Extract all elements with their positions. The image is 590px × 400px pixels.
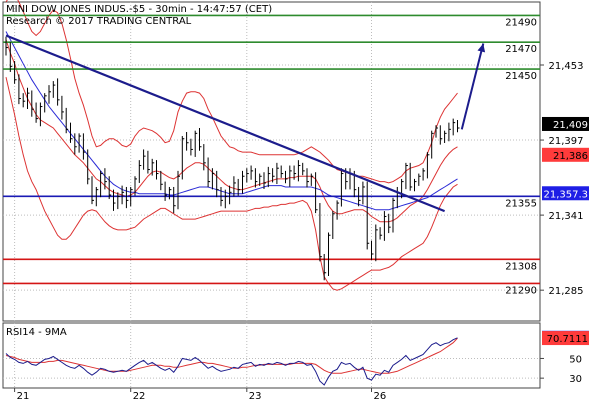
projection-arrow-shaft (460, 43, 485, 130)
price-tag: 21,409 (553, 120, 588, 131)
price-tag: 21,386 (553, 151, 588, 162)
bollinger-bands (5, 0, 458, 291)
bollinger-upper-line (5, 0, 458, 184)
rsi-grid-layer (3, 357, 540, 379)
moving-average (5, 31, 458, 211)
support-resistance-levels: 21490 21470 21450 21355 21308 21290 (3, 14, 540, 296)
x-tick-label: 21 (17, 391, 30, 400)
level-label: 21470 (505, 44, 537, 55)
downtrend-line (5, 34, 446, 213)
y-tick-label: 21,397 (549, 136, 584, 147)
price-tag: 21,357.3 (543, 189, 588, 200)
time-axis: 21 22 23 26 (14, 388, 387, 400)
main-panel-border (2, 1, 541, 322)
rsi-title: RSI14 - 9MA (6, 327, 67, 338)
y-tick-label: 21,285 (549, 286, 584, 297)
price-bars (5, 36, 460, 281)
rsi-series (5, 337, 458, 386)
price-axis: 21,453 21,397 21,341 21,285 50 30 21,409 21,386… (540, 61, 589, 385)
price-tag-bg (542, 186, 589, 201)
x-tick-label: 22 (133, 391, 146, 400)
x-tick-label: 26 (374, 391, 387, 400)
rsi-y-tick-label: 30 (569, 374, 582, 385)
y-tick-label: 21,341 (549, 211, 584, 222)
price-tag-bg (542, 147, 589, 162)
projection-arrow-head (477, 43, 486, 53)
chart-title: MINI DOW JONES INDUS.-$5 - 30min - 14:47… (6, 4, 272, 15)
x-tick-label: 23 (249, 391, 262, 400)
rsi-y-tick-label: 50 (569, 354, 582, 365)
y-tick-label: 21,453 (549, 61, 584, 72)
trendline-layer (5, 34, 486, 213)
rsi-value-tag-bg (542, 331, 589, 346)
level-label: 21355 (505, 198, 537, 209)
level-label: 21290 (505, 285, 537, 296)
rsi-line (5, 337, 458, 386)
level-label: 21450 (505, 71, 537, 82)
chart-source: Research © 2017 TRADING CENTRAL (6, 16, 192, 27)
bollinger-middle-line (5, 39, 458, 223)
rsi-panel-border (2, 322, 541, 389)
level-label: 21490 (505, 17, 537, 28)
price-tag-bg (542, 116, 589, 131)
rsi-value-tag: 70.7111 (547, 334, 588, 345)
main-panel-frame (2, 1, 541, 389)
moving-average-line (5, 31, 458, 211)
bollinger-lower-line (5, 76, 458, 291)
level-label: 21308 (505, 261, 537, 272)
